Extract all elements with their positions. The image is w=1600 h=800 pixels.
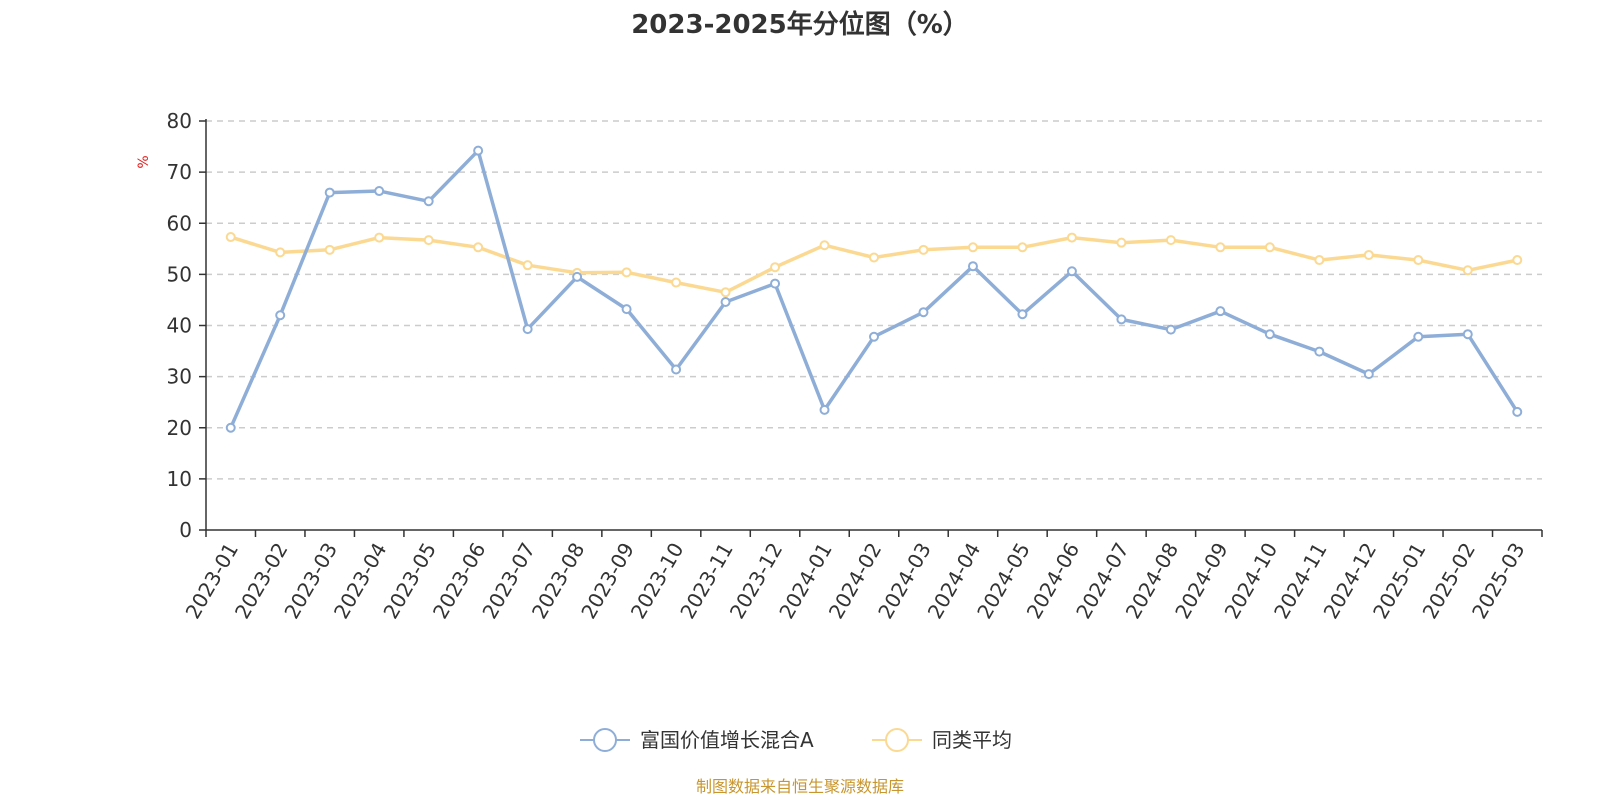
y-tick-label: 40: [167, 314, 192, 338]
chart-title: 2023-2025年分位图（%）: [631, 9, 969, 40]
gridlines: [206, 120, 1542, 480]
data-point[interactable]: [1017, 309, 1028, 320]
data-point[interactable]: [770, 262, 781, 273]
y-axis-ticks: 0 10 20 30 40 50 60 70 80: [167, 109, 206, 542]
data-point[interactable]: [572, 271, 583, 282]
data-point[interactable]: [1512, 406, 1523, 417]
legend-item[interactable]: 同类平均: [872, 728, 1012, 752]
data-point[interactable]: [473, 242, 484, 253]
data-point[interactable]: [918, 244, 929, 255]
data-point[interactable]: [1116, 237, 1127, 248]
data-point[interactable]: [275, 310, 286, 321]
series-line: [230, 235, 1518, 295]
data-point[interactable]: [324, 244, 335, 255]
data-point[interactable]: [1363, 249, 1374, 260]
legend-label: 同类平均: [932, 728, 1012, 752]
data-point[interactable]: [1066, 266, 1077, 277]
data-point[interactable]: [1215, 306, 1226, 317]
data-point[interactable]: [1314, 255, 1325, 266]
data-point[interactable]: [1462, 329, 1473, 340]
data-point[interactable]: [1264, 242, 1275, 253]
data-point[interactable]: [225, 422, 236, 433]
data-point[interactable]: [1066, 232, 1077, 243]
legend-item[interactable]: 富国价值增长混合A: [580, 728, 814, 752]
y-tick-label: 30: [167, 365, 192, 389]
data-point[interactable]: [819, 240, 830, 251]
data-point[interactable]: [1314, 346, 1325, 357]
data-point[interactable]: [1264, 329, 1275, 340]
y-tick-label: 70: [167, 160, 192, 184]
data-point[interactable]: [869, 331, 879, 342]
data-point[interactable]: [869, 252, 879, 263]
y-tick-label: 20: [167, 416, 192, 440]
data-point[interactable]: [1017, 242, 1028, 253]
data-point[interactable]: [324, 187, 335, 198]
legend-circle-icon: [593, 728, 617, 752]
data-point[interactable]: [1215, 242, 1226, 253]
data-point[interactable]: [671, 277, 682, 288]
data-point[interactable]: [1165, 235, 1176, 246]
data-point[interactable]: [819, 404, 830, 415]
y-tick-label: 10: [167, 467, 192, 491]
legend-label: 富国价值增长混合A: [640, 728, 814, 752]
data-point[interactable]: [423, 235, 434, 246]
y-tick-label: 60: [167, 211, 192, 235]
data-point[interactable]: [1413, 255, 1424, 266]
data-point[interactable]: [918, 307, 929, 318]
y-tick-label: 80: [167, 109, 192, 133]
data-point[interactable]: [1116, 314, 1127, 325]
data-point[interactable]: [967, 261, 978, 272]
data-point[interactable]: [967, 242, 978, 253]
y-tick-label: 50: [167, 262, 192, 286]
data-point[interactable]: [770, 278, 781, 289]
axes: [205, 119, 1542, 531]
data-point[interactable]: [720, 287, 731, 298]
y-tick-label: 0: [179, 518, 192, 542]
data-point[interactable]: [1363, 369, 1374, 380]
data-point[interactable]: [225, 232, 236, 243]
data-point[interactable]: [621, 304, 632, 315]
source-note: 制图数据来自恒生聚源数据库: [696, 777, 904, 796]
series-layer: [225, 145, 1523, 433]
data-point[interactable]: [423, 196, 434, 207]
legend: 富国价值增长混合A 同类平均: [580, 728, 1012, 752]
series-1: [225, 145, 1523, 433]
data-point[interactable]: [671, 364, 682, 375]
data-point[interactable]: [1413, 331, 1424, 342]
data-point[interactable]: [522, 324, 533, 335]
data-point[interactable]: [720, 296, 731, 307]
data-point[interactable]: [473, 145, 484, 156]
y-axis-unit-label: %: [136, 155, 152, 168]
data-point[interactable]: [1462, 265, 1473, 276]
x-axis-ticks: 2023-012023-022023-032023-042023-052023-…: [180, 530, 1543, 623]
series-line: [229, 148, 1519, 429]
data-point[interactable]: [621, 267, 632, 278]
data-point[interactable]: [1512, 255, 1523, 266]
data-point[interactable]: [275, 247, 286, 258]
data-point[interactable]: [374, 232, 385, 243]
data-point[interactable]: [1165, 324, 1176, 335]
series-2: [225, 232, 1523, 298]
legend-circle-icon: [885, 728, 909, 752]
data-point[interactable]: [522, 260, 533, 271]
data-point[interactable]: [374, 186, 385, 197]
